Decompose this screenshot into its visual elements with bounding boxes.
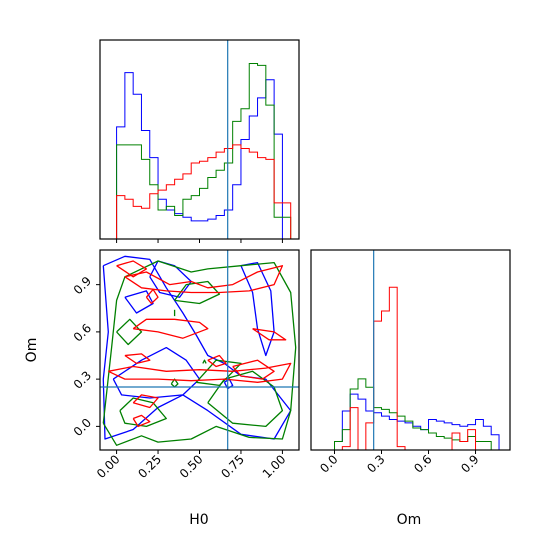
contour-red [207, 354, 227, 368]
contour-red [124, 353, 151, 365]
contour-green [202, 359, 207, 364]
contour-green [207, 370, 284, 428]
h0-om-contour-panel: 0.00 0.25 0.50 0.75 1.00 0.0 0.3 0.6 0.9 [71, 249, 300, 481]
contour-red [132, 414, 151, 428]
joint-x-tick-label: 1.00 [260, 452, 289, 481]
joint-x-tick-label: 0.00 [94, 452, 123, 481]
contour-red [232, 359, 275, 380]
om-hist-x-tick-label: 0.9 [458, 452, 481, 475]
contour-red [108, 362, 292, 383]
contour-green [195, 359, 242, 387]
h0-hist-blue-series [100, 72, 299, 240]
contour-blue [124, 290, 154, 314]
h0-hist-frame [99, 39, 300, 240]
joint-y-tick-label: 0.6 [71, 321, 94, 344]
joint-x-tick-label: 0.25 [135, 452, 164, 481]
om-hist-frame [310, 249, 511, 451]
y-axis-label-om: Om [24, 338, 40, 363]
om-histogram-panel: 0.0 0.3 0.6 0.9 [310, 249, 511, 476]
contour-red [116, 260, 148, 278]
h0-hist-green-series [100, 63, 299, 240]
joint-y-tick-label: 0.9 [71, 274, 94, 297]
contour-red [252, 328, 287, 341]
contour-red [132, 394, 159, 409]
om-hist-red-series [318, 286, 507, 451]
om-hist-green-series [318, 378, 507, 451]
contour-green [170, 378, 179, 388]
h0-histogram-panel [99, 39, 300, 243]
joint-x-tick-label: 0.50 [177, 452, 206, 481]
contour-green [174, 280, 221, 305]
joint-y-tick-label: 0.3 [71, 368, 94, 391]
x-axis-label-h0: H0 [189, 512, 208, 528]
om-hist-x-tick-label: 0.0 [317, 452, 340, 475]
contour-blue [240, 261, 275, 357]
contour-red [145, 288, 159, 305]
om-hist-x-tick-label: 0.6 [411, 452, 434, 475]
contour-green [116, 318, 143, 346]
h0-hist-red-series [100, 144, 299, 240]
contour-red [124, 265, 284, 294]
contour-green [119, 397, 167, 428]
joint-x-tick-label: 0.75 [218, 452, 247, 481]
joint-y-tick-label: 0.0 [71, 416, 94, 439]
x-axis-label-om: Om [397, 512, 422, 528]
om-hist-x-tick-label: 0.3 [364, 452, 387, 475]
contour-red [132, 318, 209, 339]
